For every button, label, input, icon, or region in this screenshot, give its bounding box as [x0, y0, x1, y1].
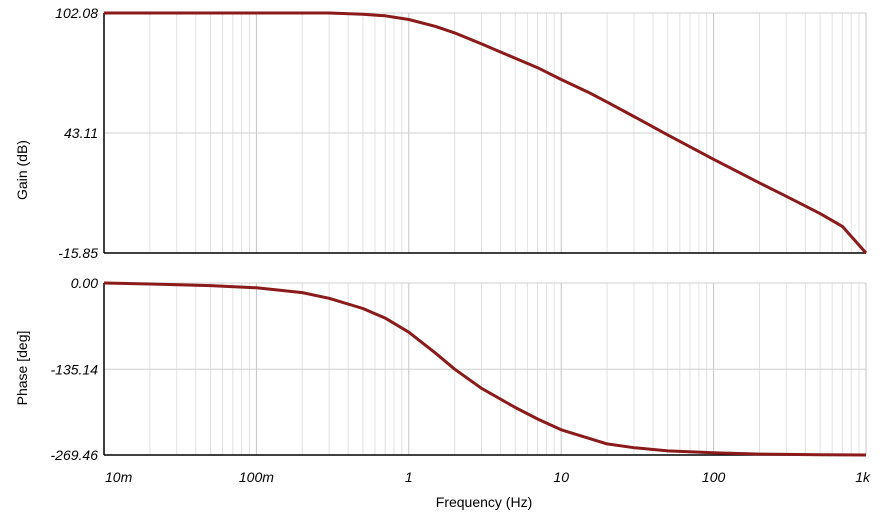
gain-ytick-labels: 102.08 43.11 -15.85 [55, 5, 98, 261]
ytick-label: 0.00 [71, 275, 98, 291]
xtick-label: 10 [553, 469, 569, 485]
xtick-label: 10m [105, 469, 133, 485]
gain-axis-label: Gain (dB) [14, 140, 30, 200]
phase-grid [103, 282, 867, 456]
ytick-label: -15.85 [58, 245, 98, 261]
ytick-label: 43.11 [64, 125, 98, 141]
phase-ytick-labels: 0.00 -135.14 -269.46 [51, 275, 99, 463]
gain-panel: 102.08 43.11 -15.85 Gain (dB) [14, 5, 868, 261]
xtick-label: 100 [702, 469, 726, 485]
phase-curve [103, 281, 867, 457]
phase-axis-label: Phase [deg] [14, 331, 30, 406]
xtick-label: 100m [239, 469, 274, 485]
gain-grid [103, 12, 867, 254]
ytick-label: 102.08 [55, 5, 98, 21]
xtick-label: 1k [855, 469, 871, 485]
frequency-tick-labels: 10m 100m 1 10 100 1k [105, 469, 871, 485]
xtick-label: 1 [405, 469, 413, 485]
ytick-label: -135.14 [51, 361, 99, 377]
ytick-label: -269.46 [51, 447, 99, 463]
frequency-axis-label: Frequency (Hz) [436, 494, 532, 510]
phase-panel: 0.00 -135.14 -269.46 10m 100m 1 10 100 1k Phase… [14, 275, 871, 510]
gain-curve [104, 11, 868, 254]
